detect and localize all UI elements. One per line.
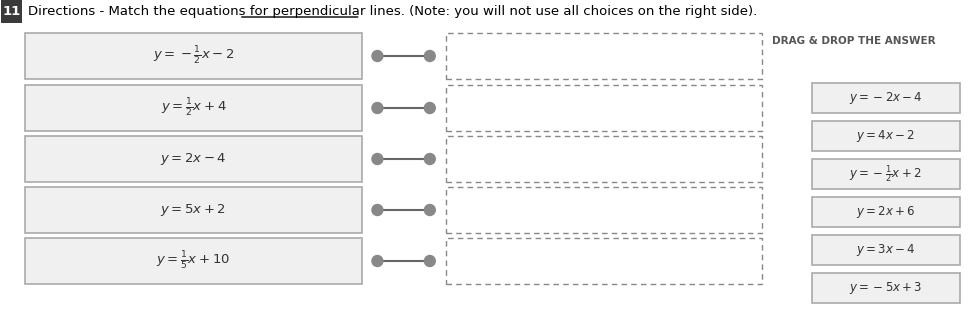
- FancyBboxPatch shape: [25, 187, 361, 233]
- FancyBboxPatch shape: [1, 0, 22, 23]
- Circle shape: [424, 51, 435, 61]
- Circle shape: [371, 255, 382, 266]
- FancyBboxPatch shape: [811, 197, 959, 227]
- Circle shape: [371, 154, 382, 164]
- FancyBboxPatch shape: [811, 273, 959, 303]
- Text: 11: 11: [2, 5, 21, 18]
- Text: $y = -\frac{1}{2}x - 2$: $y = -\frac{1}{2}x - 2$: [152, 45, 234, 67]
- Circle shape: [371, 102, 382, 114]
- Circle shape: [424, 204, 435, 216]
- Text: $y = \frac{1}{5}x + 10$: $y = \frac{1}{5}x + 10$: [156, 250, 231, 272]
- Text: $y = 2x - 4$: $y = 2x - 4$: [160, 151, 227, 167]
- FancyBboxPatch shape: [25, 238, 361, 284]
- FancyBboxPatch shape: [25, 33, 361, 79]
- Text: $y = -\frac{1}{2}x + 2$: $y = -\frac{1}{2}x + 2$: [849, 163, 921, 185]
- FancyBboxPatch shape: [25, 85, 361, 131]
- Text: $y = -5x + 3$: $y = -5x + 3$: [848, 280, 921, 296]
- Circle shape: [424, 255, 435, 266]
- FancyBboxPatch shape: [811, 159, 959, 189]
- Circle shape: [371, 51, 382, 61]
- FancyBboxPatch shape: [811, 121, 959, 151]
- Text: $y = 3x - 4$: $y = 3x - 4$: [855, 242, 914, 258]
- Circle shape: [424, 154, 435, 164]
- FancyBboxPatch shape: [811, 235, 959, 265]
- Text: $y = -2x - 4$: $y = -2x - 4$: [848, 90, 921, 106]
- Text: $y = \frac{1}{2}x + 4$: $y = \frac{1}{2}x + 4$: [160, 97, 226, 119]
- Text: $y = 2x + 6$: $y = 2x + 6$: [855, 204, 914, 220]
- Text: $y = 4x - 2$: $y = 4x - 2$: [856, 128, 914, 144]
- FancyBboxPatch shape: [25, 136, 361, 182]
- FancyBboxPatch shape: [811, 83, 959, 113]
- Text: Directions - Match the equations for perpendicular lines. (Note: you will not us: Directions - Match the equations for per…: [28, 5, 757, 18]
- Text: DRAG & DROP THE ANSWER: DRAG & DROP THE ANSWER: [771, 36, 935, 46]
- Circle shape: [371, 204, 382, 216]
- Text: $y = 5x + 2$: $y = 5x + 2$: [160, 202, 227, 218]
- Circle shape: [424, 102, 435, 114]
